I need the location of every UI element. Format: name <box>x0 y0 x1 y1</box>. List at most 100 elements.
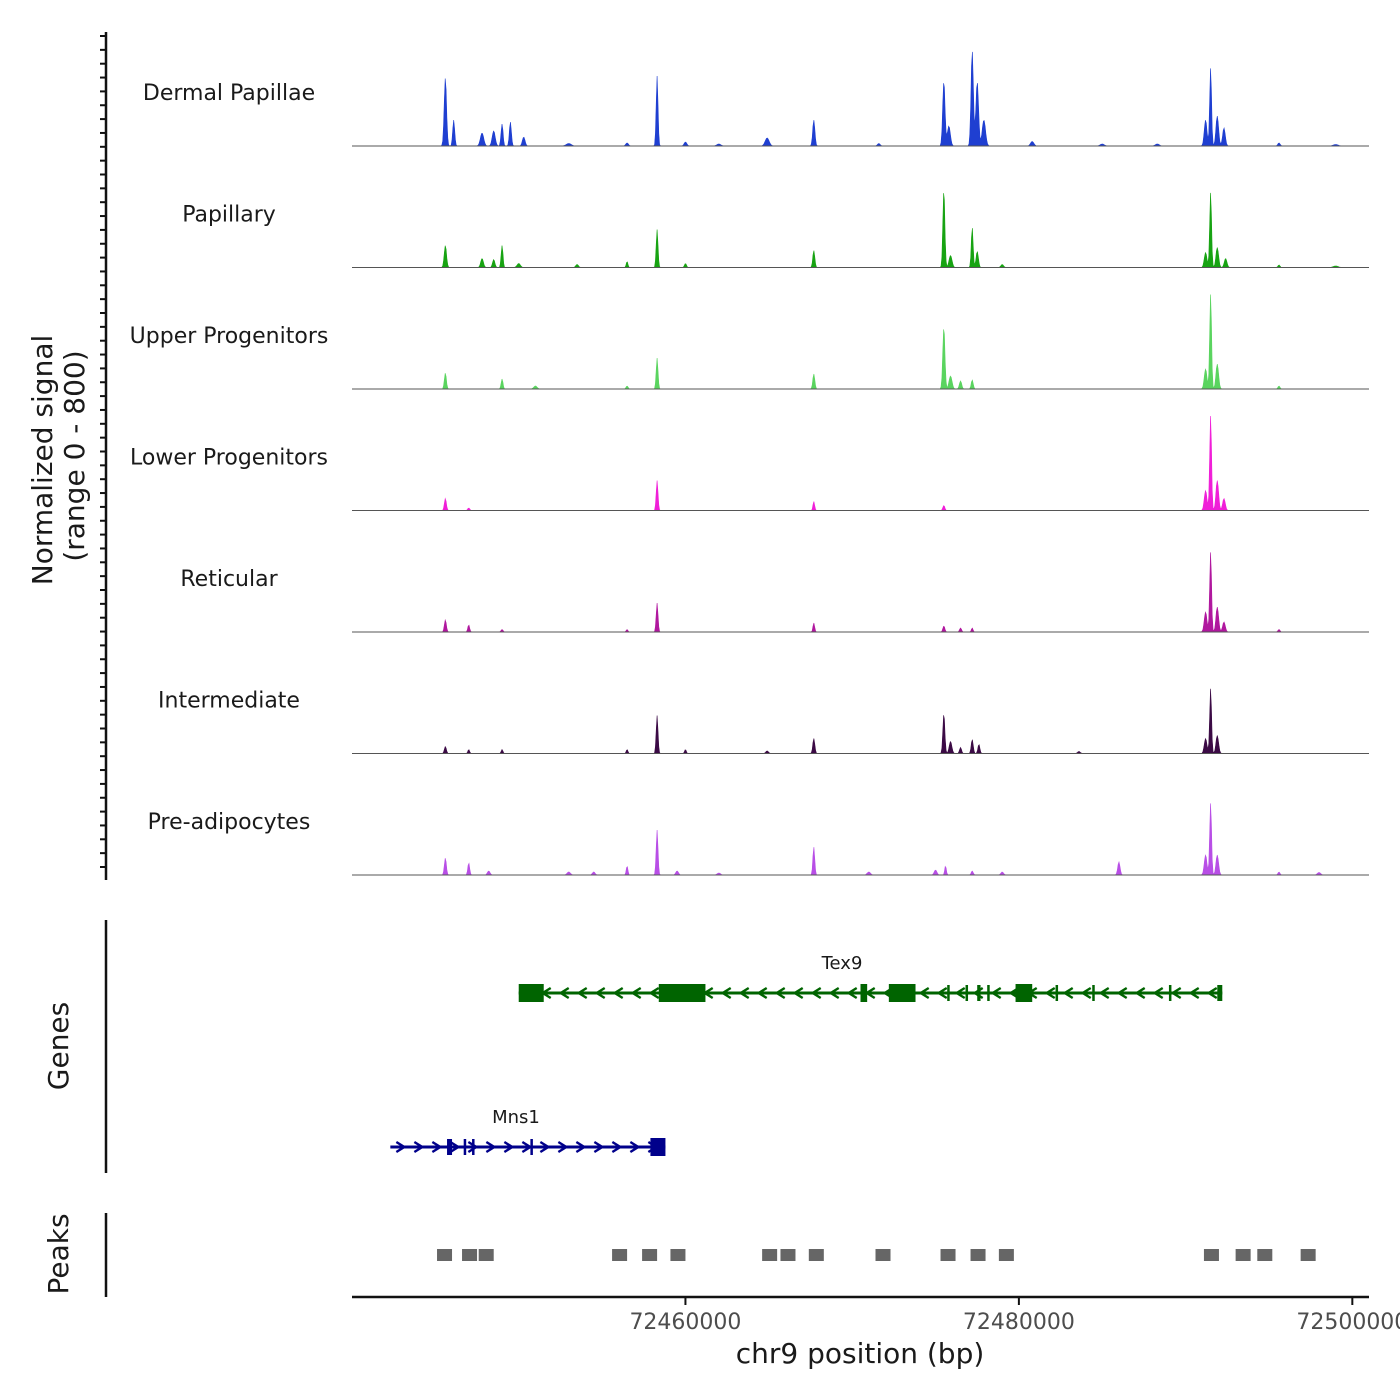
y-axis-label-line1: Normalized signal <box>26 335 59 586</box>
track-area <box>352 688 1369 754</box>
strand-arrow <box>810 986 822 1000</box>
peak-region <box>437 1249 453 1261</box>
strand-arrow <box>576 986 588 1000</box>
strand-arrow <box>593 1140 605 1154</box>
strand-arrow <box>575 1140 587 1154</box>
coverage-tracks: Dermal Papillae Papillary Upper Progenitor… <box>130 51 1369 876</box>
strand-arrow <box>720 986 732 1000</box>
exon <box>463 1139 467 1155</box>
strand-arrow <box>990 986 1002 1000</box>
strand-arrow <box>756 986 768 1000</box>
track-area <box>352 803 1369 876</box>
exon <box>860 984 868 1002</box>
strand-arrow <box>521 1140 533 1154</box>
strand-arrow <box>503 1140 515 1154</box>
peak-region <box>970 1249 986 1261</box>
peak-region <box>612 1249 628 1261</box>
strand-arrow <box>630 986 642 1000</box>
strand-arrow <box>395 1140 407 1154</box>
exon <box>1055 985 1059 1001</box>
gene-tex9: Tex9 <box>518 953 1223 1002</box>
exon <box>447 1139 453 1155</box>
strand-arrow <box>594 986 606 1000</box>
track-label: Pre-adipocytes <box>148 810 311 835</box>
strand-arrow <box>611 1140 623 1154</box>
exon <box>1015 984 1033 1002</box>
strand-arrow <box>467 1140 479 1154</box>
x-tick-label: 72500000 <box>1296 1310 1400 1335</box>
gene-name-label: Mns1 <box>492 1107 540 1128</box>
strand-arrow <box>954 986 966 1000</box>
track-area <box>352 51 1369 147</box>
track-dermal-papillae: Dermal Papillae <box>143 51 1369 147</box>
strand-arrow <box>648 986 660 1000</box>
strand-arrow <box>612 986 624 1000</box>
peaks-panel: Peaks <box>42 1213 1316 1297</box>
track-papillary: Papillary <box>182 192 1369 268</box>
track-upper-progenitors: Upper Progenitors <box>130 294 1369 390</box>
strand-arrow <box>485 1140 497 1154</box>
peak-region <box>875 1249 891 1261</box>
signal-axis: Normalized signal (range 0 - 800) <box>26 32 108 880</box>
strand-arrow <box>774 986 786 1000</box>
exon <box>1217 985 1223 1001</box>
x-tick-label: 72480000 <box>963 1310 1075 1335</box>
exon <box>977 985 981 1001</box>
track-label: Papillary <box>182 203 276 228</box>
peak-region <box>462 1249 478 1261</box>
exon <box>530 1139 533 1155</box>
strand-arrow <box>431 1140 443 1154</box>
strand-arrow <box>828 986 840 1000</box>
strand-arrow <box>539 1140 551 1154</box>
exon <box>1168 985 1172 1001</box>
strand-arrow <box>1080 986 1092 1000</box>
track-area <box>352 552 1369 633</box>
exon <box>1092 985 1095 1001</box>
peak-region <box>780 1249 796 1261</box>
track-intermediate: Intermediate <box>158 689 1369 754</box>
track-label: Upper Progenitors <box>130 324 329 349</box>
x-axis-title: chr9 position (bp) <box>736 1337 985 1370</box>
track-label: Dermal Papillae <box>143 81 315 106</box>
x-tick-label: 72460000 <box>629 1310 741 1335</box>
strand-arrow <box>1062 986 1074 1000</box>
strand-arrow <box>449 1140 461 1154</box>
exon <box>518 984 544 1002</box>
strand-arrow <box>936 986 948 1000</box>
exon <box>650 1138 666 1156</box>
gene-mns1: Mns1 <box>390 1107 666 1156</box>
track-area <box>352 192 1369 268</box>
track-area <box>352 294 1369 390</box>
strand-arrow <box>1134 986 1146 1000</box>
genes-panel: Genes Tex9 Mns1 <box>42 920 1223 1173</box>
strand-arrow <box>1170 986 1182 1000</box>
strand-arrow <box>792 986 804 1000</box>
peak-region <box>762 1249 778 1261</box>
peak-region <box>642 1249 658 1261</box>
strand-arrow <box>918 986 930 1000</box>
peak-region <box>1300 1249 1316 1261</box>
track-pre-adipocytes: Pre-adipocytes <box>148 803 1369 876</box>
exon <box>658 984 706 1002</box>
strand-arrow <box>1044 986 1056 1000</box>
track-label: Reticular <box>180 567 278 592</box>
strand-arrow <box>846 986 858 1000</box>
peak-region <box>1257 1249 1273 1261</box>
track-label: Intermediate <box>158 689 300 714</box>
strand-arrow <box>557 1140 569 1154</box>
peak-region <box>1203 1249 1219 1261</box>
strand-arrow <box>1152 986 1164 1000</box>
exon <box>987 985 990 1001</box>
exon <box>947 985 950 1001</box>
peak-region <box>940 1249 956 1261</box>
exon <box>965 985 969 1001</box>
peak-region <box>998 1249 1014 1261</box>
y-axis-label-line2: (range 0 - 800) <box>58 350 91 561</box>
peak-region <box>808 1249 824 1261</box>
strand-arrow <box>413 1140 425 1154</box>
peak-region <box>670 1249 686 1261</box>
peak-region <box>478 1249 494 1261</box>
track-reticular: Reticular <box>180 552 1369 633</box>
strand-arrow <box>1116 986 1128 1000</box>
